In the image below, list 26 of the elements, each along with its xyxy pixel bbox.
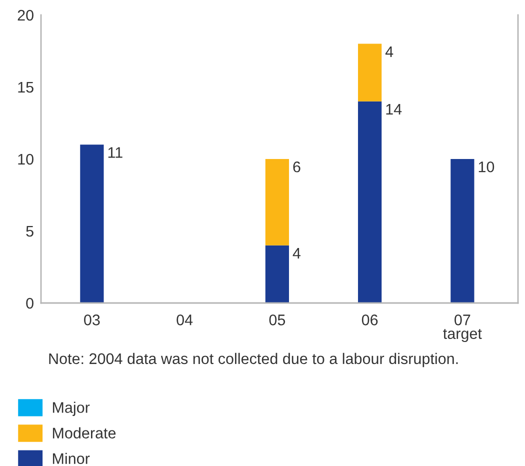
y-tick-label: 5 — [26, 226, 34, 237]
data-label: 4 — [292, 248, 301, 259]
text: Note: 2004 data was not collected due to a labour disruption. — [49, 352, 458, 368]
bar — [450, 159, 474, 303]
legend-label: Moderate — [52, 427, 116, 438]
data-label: 11 — [108, 147, 122, 158]
legend-label: Minor — [52, 452, 90, 464]
legend-label: Major — [52, 402, 90, 416]
x-tick-label: 03 — [84, 314, 100, 326]
y-tick-label: 15 — [18, 82, 34, 93]
data-label: 6 — [293, 161, 300, 172]
y-tick-label: 0 — [26, 298, 34, 309]
bar — [358, 101, 382, 303]
data-label: 14 — [386, 104, 402, 115]
data-label: 10 — [478, 161, 494, 172]
bar — [265, 159, 289, 246]
data-label: 4 — [385, 46, 394, 57]
x-tick-label: 06 — [362, 314, 378, 326]
x-tick-label: 07 target — [443, 314, 482, 342]
y-tick-label: 20 — [18, 10, 34, 21]
bar — [358, 44, 382, 102]
x-tick-label: 04 — [176, 314, 193, 326]
bar — [80, 144, 104, 303]
x-tick-label: 05 — [269, 314, 286, 326]
bar — [265, 245, 289, 303]
y-tick-label: 10 — [18, 154, 34, 165]
